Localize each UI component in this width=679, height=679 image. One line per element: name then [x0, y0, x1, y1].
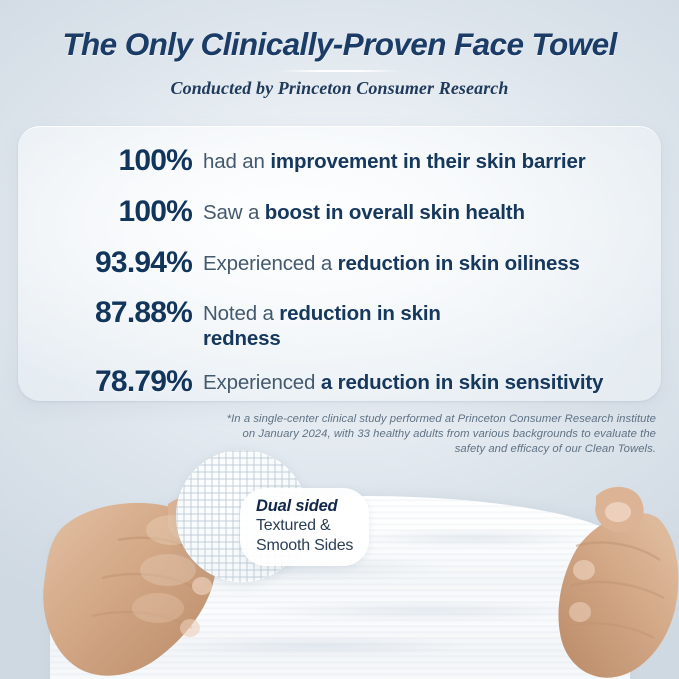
stat-lead: Experienced: [203, 371, 321, 394]
page-subtitle: Conducted by Princeton Consumer Research: [170, 78, 509, 98]
towel-fold: [170, 636, 470, 656]
stat-highlight: a reduction in skin sensitivity: [320, 371, 604, 394]
stat-highlight: boost in overall skin health: [264, 201, 525, 224]
stat-description: Noted a reduction in skin redness: [192, 294, 491, 351]
stat-lead: Experienced a: [203, 252, 338, 275]
product-photo: Dual sided Textured & Smooth Sides: [0, 404, 679, 679]
stat-percent: 93.94%: [95, 246, 193, 279]
stat-row: 93.94% Experienced a reduction in skin o…: [44, 243, 635, 283]
stat-percent: 87.88%: [95, 296, 193, 329]
stat-highlight: reduction in skin redness: [203, 302, 441, 350]
stat-percent: 100%: [118, 195, 192, 228]
callout-title: Dual sided: [256, 497, 338, 515]
stat-description: Saw a boost in overall skin health: [192, 192, 635, 226]
stat-row: 87.88% Noted a reduction in skin redness: [44, 294, 635, 351]
callout-line-2: Smooth Sides: [256, 537, 354, 554]
stat-lead: Saw a: [203, 201, 265, 224]
stat-percent: 100%: [118, 144, 192, 177]
stat-description: had an improvement in their skin barrier: [192, 141, 635, 175]
page-title: The Only Clinically-Proven Face Towel: [62, 26, 617, 62]
towel-fold: [350, 528, 600, 548]
dual-sided-callout: Dual sided Textured & Smooth Sides: [240, 488, 370, 566]
stat-lead: Noted a: [203, 302, 280, 325]
stat-description: Experienced a reduction in skin oiliness: [192, 243, 635, 277]
callout-line-1: Textured &: [256, 517, 331, 534]
stat-description: Experienced a reduction in skin sensitiv…: [192, 362, 635, 396]
stat-percent: 78.79%: [95, 365, 193, 398]
stat-highlight: improvement in their skin barrier: [270, 150, 586, 173]
header: The Only Clinically-Proven Face Towel Co…: [0, 0, 679, 99]
stat-row: 78.79% Experienced a reduction in skin s…: [44, 362, 635, 402]
title-divider: [276, 70, 403, 72]
stat-row: 100% had an improvement in their skin ba…: [44, 141, 635, 181]
stat-highlight: reduction in skin oiliness: [337, 252, 580, 275]
right-hand: [540, 478, 679, 679]
study-footnote: *In a single-center clinical study perfo…: [226, 413, 656, 455]
stat-row: 100% Saw a boost in overall skin health: [44, 192, 635, 232]
stat-lead: had an: [203, 150, 271, 173]
stats-card: 100% had an improvement in their skin ba…: [18, 126, 661, 401]
towel-fold: [250, 600, 610, 622]
